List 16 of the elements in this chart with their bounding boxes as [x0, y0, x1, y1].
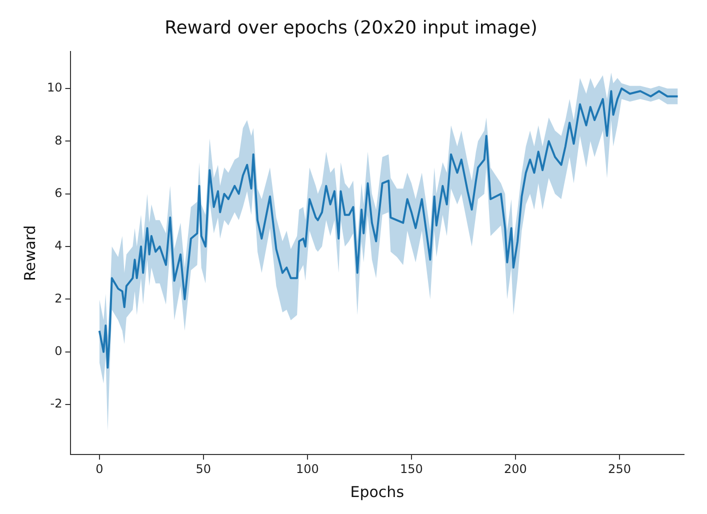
y-axis-title: Reward	[20, 225, 39, 282]
y-tick-label: 4	[54, 238, 62, 253]
x-tick-label: 0	[96, 462, 104, 476]
y-tick-label: 0	[54, 344, 62, 358]
x-tick-label: 150	[400, 462, 423, 476]
x-tick-label: 50	[196, 462, 212, 476]
x-tick-label: 200	[504, 462, 527, 476]
x-tick-label: 250	[608, 462, 631, 476]
x-tick-label: 100	[296, 462, 319, 476]
y-tick-label: 2	[54, 291, 62, 306]
y-tick-label: 6	[54, 186, 62, 200]
x-axis-title: Epochs	[350, 482, 404, 501]
y-tick-label: 8	[54, 133, 62, 148]
y-tick-label: -2	[50, 396, 62, 411]
y-tick-label: 10	[46, 80, 62, 95]
chart-title: Reward over epochs (20x20 input image)	[164, 17, 538, 38]
